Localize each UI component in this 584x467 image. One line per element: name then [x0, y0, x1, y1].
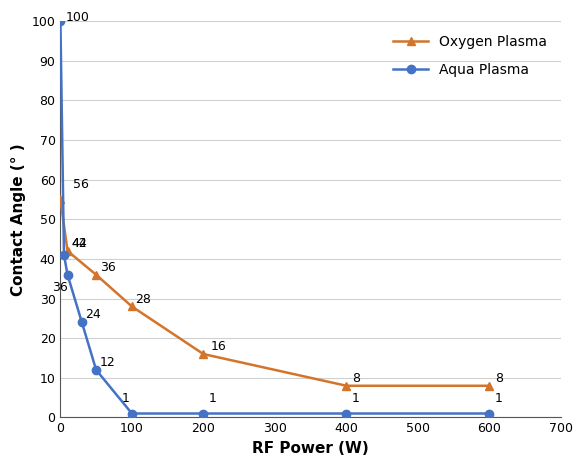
Text: 42: 42 — [71, 237, 87, 250]
Text: 44: 44 — [71, 237, 87, 250]
Aqua Plasma — [200, 410, 207, 416]
Text: 16: 16 — [211, 340, 226, 353]
Text: 1: 1 — [209, 392, 217, 404]
Aqua Plasma — [93, 367, 100, 373]
Aqua Plasma — [57, 18, 64, 24]
Text: 8: 8 — [495, 372, 503, 385]
Aqua Plasma — [486, 410, 493, 416]
Aqua Plasma — [343, 410, 350, 416]
Text: 36: 36 — [52, 281, 68, 294]
Text: 8: 8 — [352, 372, 360, 385]
Oxygen Plasma — [57, 197, 64, 202]
Aqua Plasma — [64, 272, 71, 277]
Text: 1: 1 — [495, 392, 503, 404]
Oxygen Plasma — [128, 304, 135, 309]
Text: 56: 56 — [73, 177, 89, 191]
Aqua Plasma — [78, 319, 85, 325]
Text: 1: 1 — [121, 392, 129, 404]
Line: Oxygen Plasma: Oxygen Plasma — [56, 195, 493, 390]
Text: 1: 1 — [352, 392, 360, 404]
X-axis label: RF Power (W): RF Power (W) — [252, 441, 369, 456]
Line: Aqua Plasma: Aqua Plasma — [56, 17, 493, 417]
Aqua Plasma — [128, 410, 135, 416]
Legend: Oxygen Plasma, Aqua Plasma: Oxygen Plasma, Aqua Plasma — [386, 28, 554, 84]
Oxygen Plasma — [64, 248, 71, 254]
Aqua Plasma — [61, 252, 68, 258]
Text: 100: 100 — [66, 11, 90, 24]
Text: 28: 28 — [135, 292, 151, 305]
Oxygen Plasma — [343, 383, 350, 389]
Oxygen Plasma — [486, 383, 493, 389]
Text: 24: 24 — [85, 308, 101, 321]
Text: 36: 36 — [100, 261, 116, 274]
Text: 12: 12 — [100, 356, 116, 369]
Oxygen Plasma — [93, 272, 100, 277]
Y-axis label: Contact Angle (° ): Contact Angle (° ) — [11, 143, 26, 296]
Oxygen Plasma — [200, 351, 207, 357]
